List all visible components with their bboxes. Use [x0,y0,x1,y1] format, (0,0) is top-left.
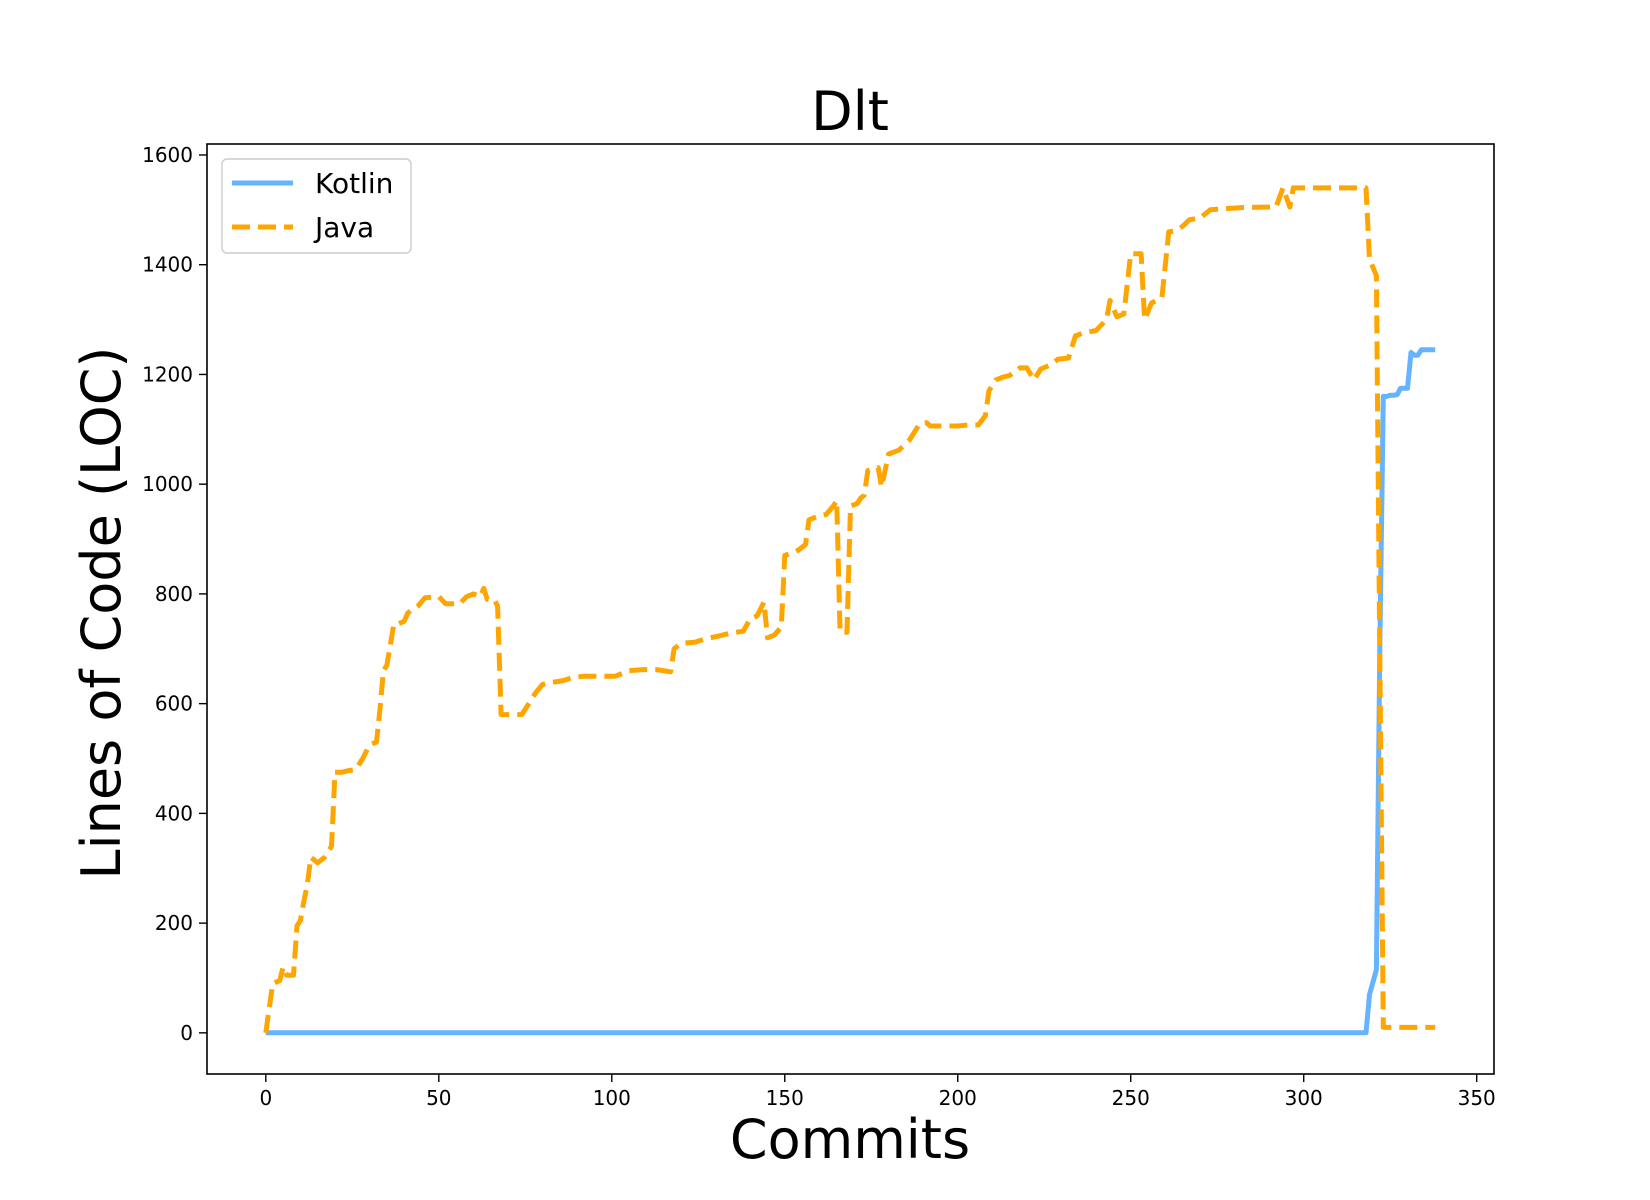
y-axis-ticks: 0 200 400 600 800 1000 1200 1400 1600 [142,143,207,1045]
x-tick-label: 250 [1112,1086,1150,1110]
y-axis-title: Lines of Code (LOC) [70,347,133,880]
x-tick-label: 50 [426,1086,451,1110]
x-tick-label: 0 [259,1086,272,1110]
series-line-java [263,185,1436,1034]
y-tick-label: 1000 [142,472,193,496]
legend-label-java: Java [313,211,374,244]
x-axis-ticks: 0 50 100 150 200 250 300 350 [259,1074,1496,1110]
x-tick-label: 100 [593,1086,631,1110]
legend: Kotlin Java [221,158,412,254]
y-tick-label: 400 [155,801,193,825]
x-tick-label: 200 [939,1086,977,1110]
x-axis-title: Commits [730,1108,970,1171]
series-layer [263,185,1436,1036]
x-tick-label: 150 [766,1086,804,1110]
y-tick-label: 600 [155,692,193,716]
plot-area-frame [206,143,1495,1075]
legend-label-kotlin: Kotlin [315,167,393,200]
y-tick-label: 1200 [142,362,193,386]
y-tick-label: 0 [180,1021,193,1045]
y-tick-label: 1400 [142,253,193,277]
series-line-kotlin [265,347,1436,1036]
x-tick-label: 350 [1458,1086,1496,1110]
x-tick-label: 300 [1285,1086,1323,1110]
y-tick-label: 1600 [142,143,193,167]
y-tick-label: 200 [155,911,193,935]
y-tick-label: 800 [155,582,193,606]
chart-title: Dlt [811,80,889,143]
